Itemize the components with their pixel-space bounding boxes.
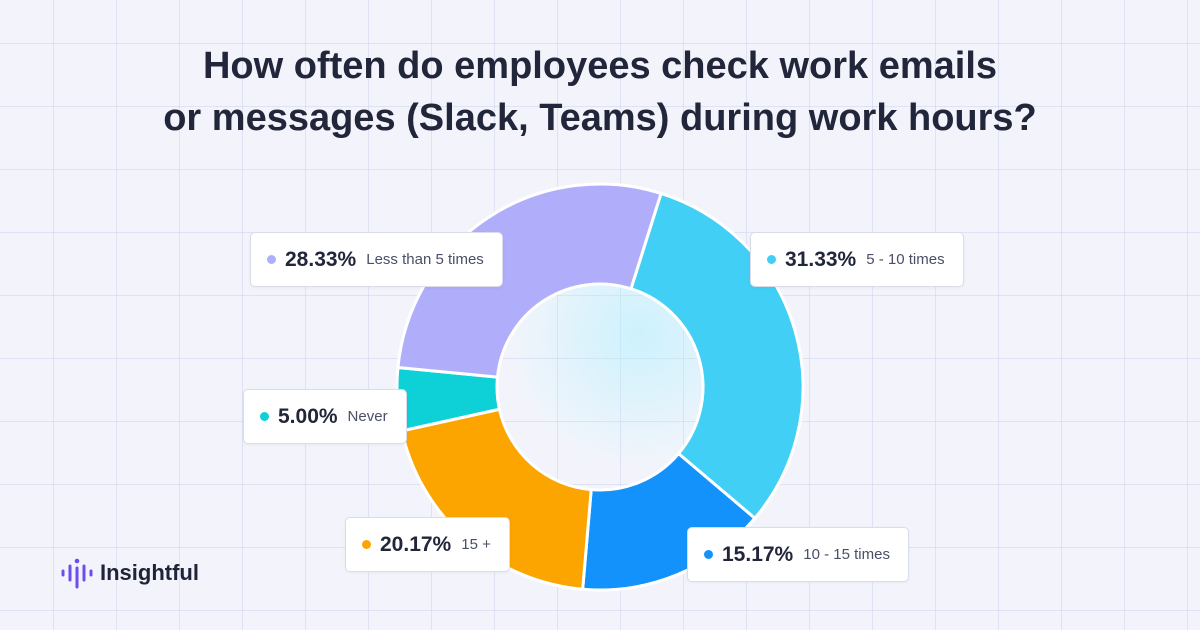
- chart-title-line-1: How often do employees check work emails: [202, 45, 998, 87]
- slice-label-dot: [362, 540, 371, 549]
- insightful-logo: Insightful: [60, 556, 199, 590]
- slice-label-15-plus: 20.17% 15 +: [345, 517, 510, 572]
- slice-label-category: 10 - 15 times: [803, 546, 890, 563]
- slice-label-category: 5 - 10 times: [866, 251, 945, 268]
- slice-label-10-15-times: 15.17% 10 - 15 times: [687, 527, 909, 582]
- slice-label-never: 5.00% Never: [243, 389, 407, 444]
- brand-name: Insightful: [100, 560, 199, 585]
- slice-label-percent: 31.33%: [785, 247, 857, 271]
- insightful-logo-icon: [61, 558, 93, 589]
- slice-label-category: Never: [347, 408, 388, 425]
- slice-label-5-10-times: 31.33% 5 - 10 times: [750, 232, 964, 287]
- slice-label-category: 15 +: [461, 536, 491, 553]
- slice-label-dot: [267, 255, 276, 264]
- slice-label-dot: [704, 550, 713, 559]
- slice-label-percent: 20.17%: [380, 532, 452, 556]
- slice-label-dot: [767, 255, 776, 264]
- slice-label-less-than-5-times: 28.33% Less than 5 times: [250, 232, 503, 287]
- chart-title-line-2: or messages (Slack, Teams) during work h…: [163, 97, 1037, 139]
- slice-label-percent: 15.17%: [722, 542, 794, 566]
- slice-label-percent: 5.00%: [278, 404, 338, 428]
- slice-label-percent: 28.33%: [285, 247, 357, 271]
- slice-label-dot: [260, 412, 269, 421]
- chart-title: How often do employees check work emails…: [0, 40, 1200, 144]
- slice-label-category: Less than 5 times: [366, 251, 484, 268]
